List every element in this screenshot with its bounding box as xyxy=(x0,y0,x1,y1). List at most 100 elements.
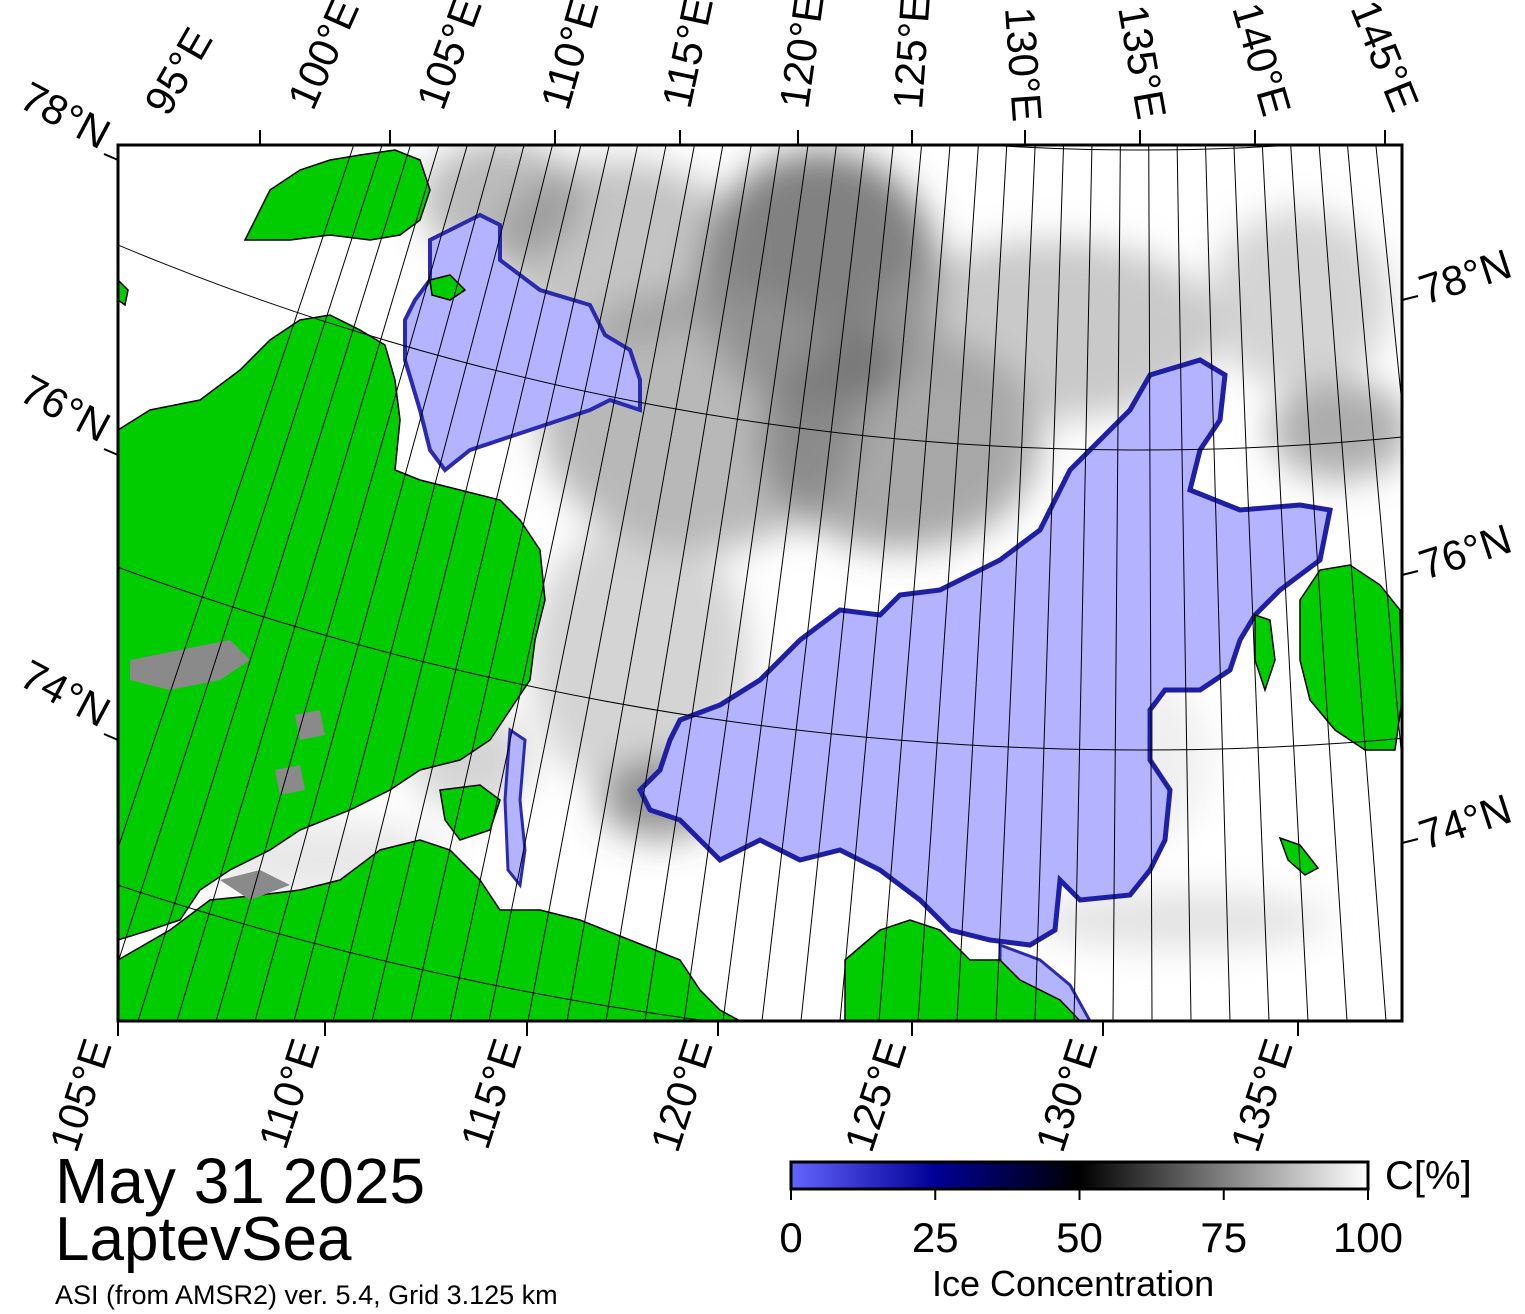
bottom-longitude-label: 110°E xyxy=(249,1033,328,1154)
land-taymyr xyxy=(118,314,546,941)
right-tick xyxy=(1401,570,1419,576)
top-longitude-label: 125°E xyxy=(884,0,939,111)
right-tick xyxy=(1401,838,1419,844)
bottom-longitude-label: 120°E xyxy=(641,1033,721,1157)
left-tick xyxy=(103,448,119,456)
open-water-strip xyxy=(503,727,527,889)
map-date: May 31 2025 xyxy=(55,1145,426,1217)
meridian-line xyxy=(761,145,866,1021)
meridian-line xyxy=(1034,145,1065,1021)
top-longitude-label: 110°E xyxy=(531,0,607,114)
land-lena-delta xyxy=(844,919,1082,1021)
meridian-line xyxy=(215,145,468,1021)
meridian-line xyxy=(332,145,553,1021)
left-tick xyxy=(103,733,119,741)
colorbar-title: Ice Concentration xyxy=(932,1263,1215,1304)
meridian-line xyxy=(1346,145,1402,767)
meridian-line xyxy=(644,145,781,1021)
top-longitude-label: 140°E xyxy=(1223,0,1300,121)
right-latitude-label: 78°N xyxy=(1413,240,1517,314)
top-longitude-label: 115°E xyxy=(653,0,722,112)
meridian-line xyxy=(371,145,582,1021)
meridian-line xyxy=(917,145,979,1021)
open-water-laptev xyxy=(636,357,1333,948)
land-severnaya-zemlya xyxy=(243,149,431,241)
left-latitude-label: 76°N xyxy=(13,365,118,451)
data-source: ASI (from AMSR2) ver. 5.4, Grid 3.125 km xyxy=(55,1280,558,1310)
colorbar-ticks: 0 25 50 75 100 xyxy=(779,1189,1403,1261)
bottom-longitude-label: 125°E xyxy=(835,1033,915,1157)
land xyxy=(118,149,1402,1021)
land-small-island-1 xyxy=(1254,613,1276,693)
map-region: LaptevSea xyxy=(55,1205,352,1274)
meridian-line xyxy=(605,145,752,1021)
meridian-line xyxy=(410,145,610,1021)
top-longitude-label: 120°E xyxy=(770,0,833,111)
meridian-line xyxy=(722,145,837,1021)
map-frame xyxy=(116,143,1404,1023)
left-tick xyxy=(103,153,119,161)
bottom-longitude-label: 130°E xyxy=(1026,1033,1106,1157)
meridian-line xyxy=(254,145,497,1021)
colorbar-tick-label: 100 xyxy=(1333,1214,1403,1261)
meridian-line xyxy=(118,145,355,850)
meridian-line xyxy=(1073,145,1093,1021)
bottom-longitude-labels: 105°E 110°E 115°E 120°E 125°E 130°E 135°E xyxy=(40,1033,1301,1157)
meridian-line xyxy=(1318,145,1387,1021)
meridian-line xyxy=(488,145,667,1021)
bottom-longitude-label: 115°E xyxy=(451,1033,530,1154)
meridian-line xyxy=(137,145,412,1021)
meridian-line xyxy=(956,145,1008,1021)
top-longitude-labels: 95°E 100°E 105°E 110°E 115°E 120°E 125°E 130°E 1… xyxy=(135,0,1428,123)
meridian-line xyxy=(566,145,724,1021)
bottom-longitude-label: 135°E xyxy=(1221,1033,1301,1157)
meridian-line xyxy=(683,145,809,1021)
parallel-line xyxy=(984,145,1296,150)
left-latitude-labels: 78°N 76°N 74°N xyxy=(13,72,118,736)
colorbar-tick-label: 75 xyxy=(1200,1214,1247,1261)
right-latitude-labels: 78°N 76°N 74°N xyxy=(1413,240,1517,859)
meridian-line xyxy=(1375,145,1402,410)
meridian-line xyxy=(1112,145,1121,1021)
meridian-line xyxy=(1176,145,1192,1021)
meridian-line xyxy=(1261,145,1309,1021)
meridian-line xyxy=(1233,145,1270,1021)
colorbar-gradient xyxy=(789,1160,1370,1191)
meridian-line xyxy=(1148,145,1153,1021)
top-longitude-label: 145°E xyxy=(1342,0,1429,118)
land-mainland-south xyxy=(118,839,741,1021)
land-small-island-4 xyxy=(429,274,467,301)
left-latitude-label: 74°N xyxy=(13,650,118,736)
graticule xyxy=(118,145,1402,1021)
colorbar-unit: C[%] xyxy=(1385,1154,1472,1198)
meridian-line xyxy=(1290,145,1348,1021)
colorbar-tick-label: 0 xyxy=(779,1214,802,1261)
meridian-line xyxy=(449,145,639,1021)
top-longitude-label: 105°E xyxy=(407,0,490,115)
meridian-line xyxy=(176,145,440,1021)
right-latitude-label: 76°N xyxy=(1413,515,1517,589)
meridian-line xyxy=(878,145,951,1021)
meridian-line xyxy=(800,145,894,1021)
bottom-longitude-label: 105°E xyxy=(40,1033,120,1157)
top-longitude-label: 130°E xyxy=(996,5,1051,123)
meridian-line xyxy=(839,145,923,1021)
colorbar-tick-label: 50 xyxy=(1056,1214,1103,1261)
land-lakes xyxy=(130,640,325,900)
frame-ticks xyxy=(103,130,1419,1036)
left-latitude-label: 78°N xyxy=(13,72,118,158)
meridian-line xyxy=(1205,145,1231,1021)
meridian-line xyxy=(118,145,383,964)
map-area xyxy=(118,145,1402,1021)
meridian-line xyxy=(995,145,1036,1021)
meridian-line xyxy=(527,145,695,1021)
top-longitude-label: 100°E xyxy=(278,0,368,116)
top-longitude-label: 135°E xyxy=(1109,1,1175,122)
land-west-edge xyxy=(118,278,129,307)
right-latitude-label: 74°N xyxy=(1413,785,1517,859)
right-tick xyxy=(1401,295,1419,301)
colorbar: 0 25 50 75 100 xyxy=(779,1160,1403,1261)
top-longitude-label: 95°E xyxy=(135,20,221,123)
colorbar-tick-label: 25 xyxy=(912,1214,959,1261)
